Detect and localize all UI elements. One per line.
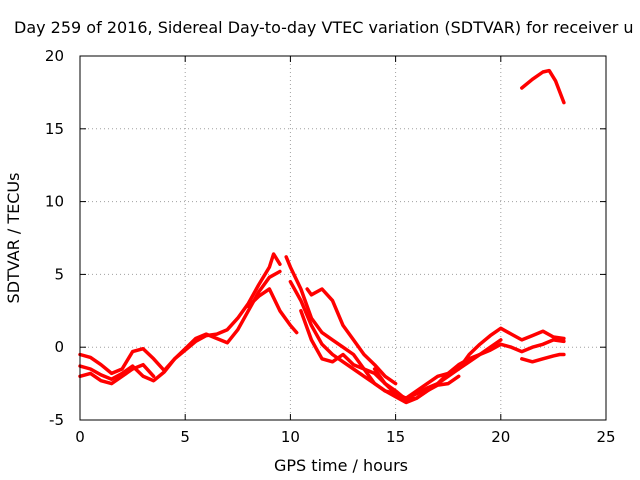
grid-lines [80, 56, 606, 420]
x-tick-label: 25 [596, 428, 615, 446]
y-tick-label: -5 [49, 411, 64, 429]
y-tick-label: 10 [45, 193, 64, 211]
series-line-track-d [246, 287, 299, 335]
axis-ticks: 0 5 10 15 20 25 -5 0 5 10 15 20 [45, 47, 616, 446]
x-tick-label: 20 [491, 428, 510, 446]
x-tick-label: 0 [75, 428, 85, 446]
x-tick-label: 10 [281, 428, 300, 446]
series-line-track-c [78, 362, 156, 386]
x-axis-label: GPS time / hours [274, 456, 408, 475]
series-line-track-i [372, 338, 503, 400]
plot-frame [79, 55, 607, 421]
x-tick-label: 15 [386, 428, 405, 446]
series-line-track-k [520, 68, 566, 105]
series-layer [78, 68, 566, 405]
chart-title: Day 259 of 2016, Sidereal Day-to-day VTE… [14, 18, 634, 37]
y-tick-label: 20 [45, 47, 64, 65]
series-line-track-b [78, 269, 282, 383]
y-tick-label: 15 [45, 120, 64, 138]
y-tick-label: 5 [54, 265, 64, 283]
x-tick-label: 5 [180, 428, 190, 446]
series-line-track-h [305, 287, 398, 386]
y-tick-label: 0 [54, 338, 64, 356]
series-line-track-j [520, 352, 566, 364]
y-axis-label: SDTVAR / TECUs [4, 173, 23, 304]
series-line-track-e [284, 255, 566, 400]
